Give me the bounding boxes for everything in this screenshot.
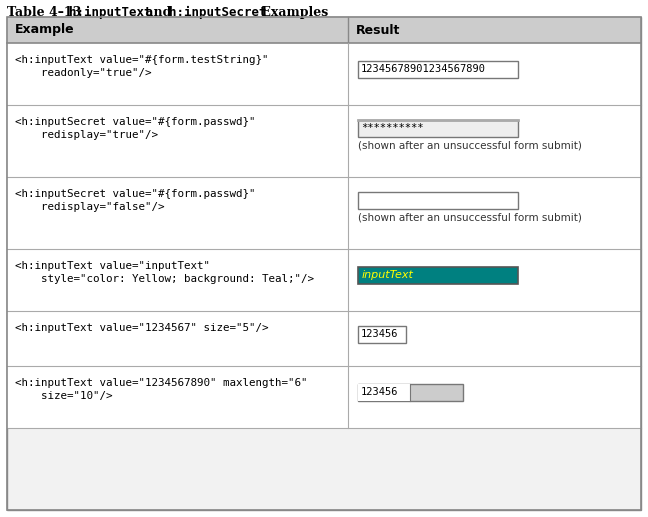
Text: <h:inputText value="inputText": <h:inputText value="inputText"	[15, 261, 210, 271]
Text: 123456: 123456	[361, 329, 399, 339]
Text: **********: **********	[361, 123, 424, 133]
Text: <h:inputText value="1234567" size="5"/>: <h:inputText value="1234567" size="5"/>	[15, 323, 268, 333]
Text: h:inputText: h:inputText	[69, 6, 152, 19]
Text: h:inputSecret: h:inputSecret	[169, 6, 266, 19]
Text: redisplay="true"/>: redisplay="true"/>	[15, 130, 158, 140]
Text: size="10"/>: size="10"/>	[15, 391, 113, 401]
Text: <h:inputText value="1234567890" maxlength="6": <h:inputText value="1234567890" maxlengt…	[15, 378, 308, 388]
Text: (shown after an unsuccessful form submit): (shown after an unsuccessful form submit…	[358, 212, 582, 222]
Text: redisplay="false"/>: redisplay="false"/>	[15, 202, 165, 212]
Bar	[358, 60, 518, 78]
Bar	[7, 17, 641, 43]
Text: Table 4–13: Table 4–13	[7, 6, 90, 19]
Bar	[7, 105, 641, 177]
Text: readonly="true"/>: readonly="true"/>	[15, 68, 152, 78]
Text: <h:inputSecret value="#{form.passwd}": <h:inputSecret value="#{form.passwd}"	[15, 189, 255, 199]
Bar	[7, 366, 641, 428]
Text: (shown after an unsuccessful form submit): (shown after an unsuccessful form submit…	[358, 141, 582, 150]
Bar	[358, 384, 410, 401]
Bar	[358, 384, 463, 401]
Text: <h:inputSecret value="#{form.passwd}": <h:inputSecret value="#{form.passwd}"	[15, 117, 255, 127]
Text: style="color: Yellow; background: Teal;"/>: style="color: Yellow; background: Teal;"…	[15, 274, 314, 284]
Bar	[358, 267, 518, 283]
Text: <h:inputText value="#{form.testString}": <h:inputText value="#{form.testString}"	[15, 55, 268, 65]
Text: Result: Result	[356, 23, 400, 37]
Text: 123456: 123456	[361, 387, 399, 397]
Text: Example: Example	[15, 23, 75, 37]
Text: inputText: inputText	[362, 270, 414, 280]
Bar	[7, 43, 641, 105]
Text: Examples: Examples	[257, 6, 329, 19]
Bar	[7, 311, 641, 366]
Bar	[358, 191, 518, 208]
Bar	[358, 119, 518, 136]
Bar	[358, 326, 406, 343]
Bar	[7, 249, 641, 311]
Text: 12345678901234567890: 12345678901234567890	[361, 64, 486, 74]
Text: and: and	[141, 6, 176, 19]
Bar	[7, 177, 641, 249]
